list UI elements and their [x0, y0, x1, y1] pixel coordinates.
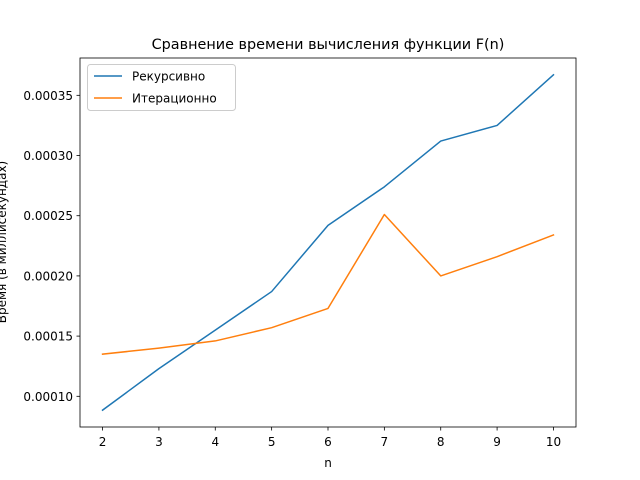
- series-layer: [101, 73, 555, 412]
- y-tick-label: 0.00010: [23, 390, 73, 404]
- y-axis: 0.00010 0.00015 0.00020 0.00025 0.00030 0.000…: [23, 89, 80, 404]
- y-tick-label: 0.00020: [23, 269, 73, 283]
- y-tick-label: 0.00025: [23, 209, 73, 223]
- x-tick-label: 2: [99, 435, 107, 449]
- y-tick-label: 0.00015: [23, 330, 73, 344]
- y-tick-label: 0.00035: [23, 89, 73, 103]
- legend: Рекурсивно Итерационно: [87, 64, 236, 111]
- x-tick-label: 3: [155, 435, 163, 449]
- x-tick-label: 6: [324, 435, 332, 449]
- x-axis: 2 3 4 5 6 7 8 9 10: [99, 427, 561, 449]
- series-line-0: [101, 73, 555, 412]
- x-tick-label: 4: [211, 435, 219, 449]
- series-line-1: [101, 213, 555, 355]
- x-tick-label: 8: [437, 435, 445, 449]
- x-tick-label: 10: [546, 435, 561, 449]
- y-tick-label: 0.00030: [23, 149, 73, 163]
- legend-label-1: Итерационно: [132, 92, 217, 106]
- x-tick-label: 5: [268, 435, 276, 449]
- legend-box: [87, 64, 236, 111]
- y-axis-label: Время (в миллисекундах): [0, 161, 9, 324]
- x-axis-label: n: [324, 456, 332, 470]
- x-tick-label: 9: [493, 435, 501, 449]
- x-tick-label: 7: [381, 435, 389, 449]
- legend-label-0: Рекурсивно: [132, 70, 205, 84]
- chart-title: Сравнение времени вычисления функции F(n…: [152, 37, 505, 53]
